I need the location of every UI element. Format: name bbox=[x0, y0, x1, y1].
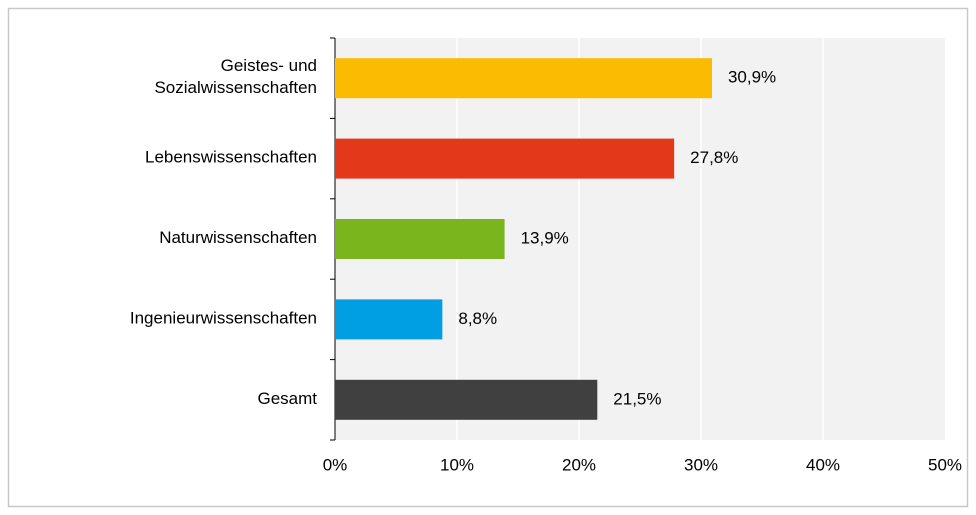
bar bbox=[335, 58, 712, 99]
x-tick-label: 20% bbox=[562, 455, 596, 474]
y-tick-label: Naturwissenschaften bbox=[159, 228, 317, 247]
x-tick-label: 10% bbox=[440, 455, 474, 474]
y-tick-label: Ingenieurwissenschaften bbox=[130, 309, 317, 328]
x-tick-label: 50% bbox=[928, 455, 962, 474]
x-tick-label: 40% bbox=[806, 455, 840, 474]
data-label: 8,8% bbox=[458, 309, 497, 328]
bar bbox=[335, 379, 598, 420]
data-label: 30,9% bbox=[728, 68, 776, 87]
bar bbox=[335, 219, 505, 259]
y-tick-label: Lebenswissenschaften bbox=[145, 148, 317, 167]
x-tick-label: 0% bbox=[323, 455, 348, 474]
data-label: 27,8% bbox=[690, 148, 738, 167]
data-label: 13,9% bbox=[521, 228, 569, 247]
bar bbox=[335, 299, 443, 340]
y-tick-label: Gesamt bbox=[257, 389, 317, 408]
data-label: 21,5% bbox=[613, 389, 661, 408]
bar bbox=[335, 138, 675, 179]
y-tick-label: Geistes- und Sozialwissenschaften bbox=[154, 57, 317, 98]
x-tick-label: 30% bbox=[684, 455, 718, 474]
